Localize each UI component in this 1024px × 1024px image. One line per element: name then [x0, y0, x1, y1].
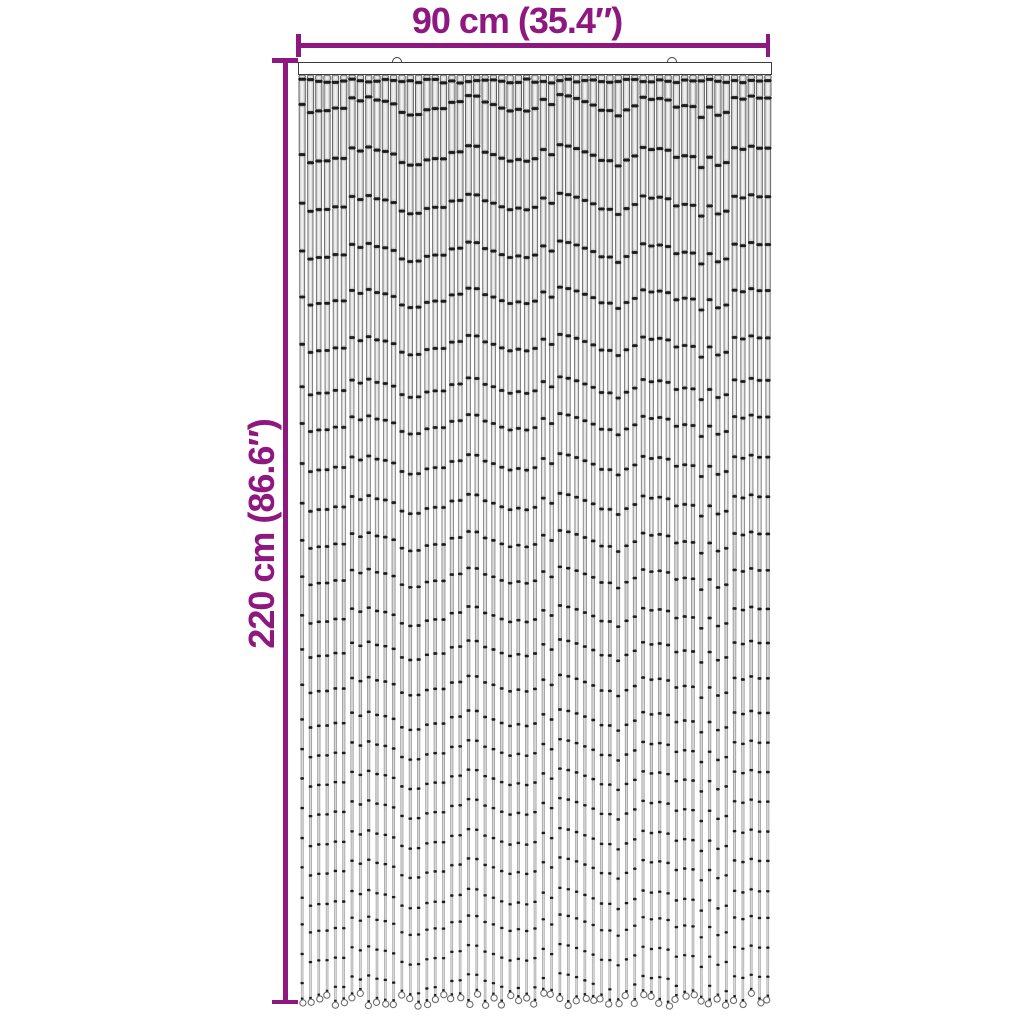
width-dimension-label: 90 cm (35.4″) — [411, 0, 623, 41]
width-dimension-line — [296, 34, 770, 57]
width-dimension-bar — [298, 43, 768, 48]
width-dimension-tick-right — [765, 34, 770, 57]
height-dimension-line — [272, 58, 298, 1004]
height-dimension-bar — [283, 60, 288, 1002]
bead-curtain-graphic — [298, 74, 772, 1010]
height-dimension-tick-bottom — [272, 999, 298, 1004]
height-dimension-label: 220 cm (86.6″) — [241, 419, 283, 649]
rail-hook-left — [392, 56, 402, 64]
rail-hook-right — [667, 56, 677, 64]
curtain-rail — [298, 62, 772, 75]
